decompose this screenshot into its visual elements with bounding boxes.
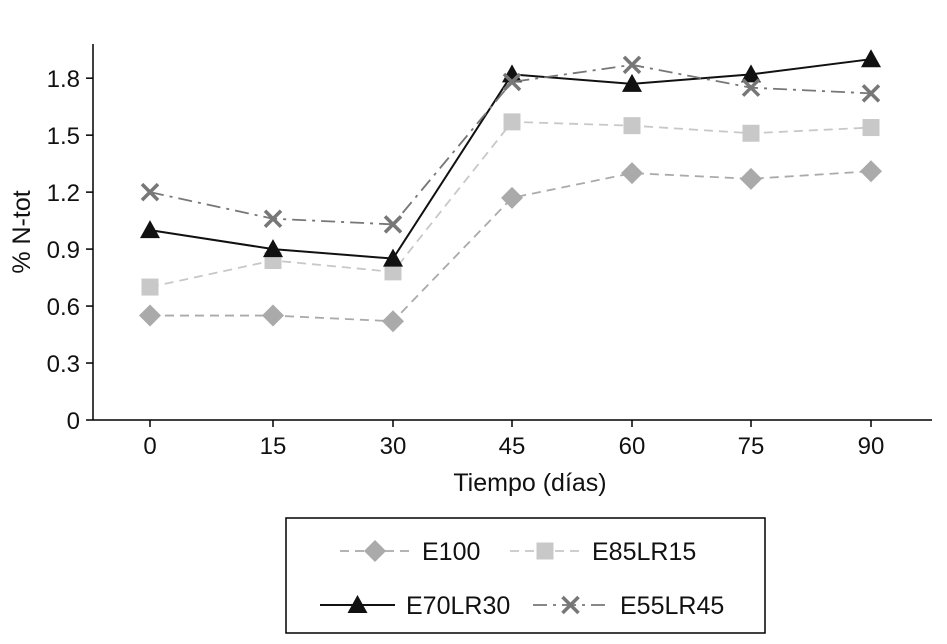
data-point bbox=[861, 49, 881, 68]
data-point bbox=[623, 117, 641, 135]
x-axis-label: Tiempo (días) bbox=[453, 469, 606, 497]
x-tick-label: 0 bbox=[143, 433, 156, 460]
x-ticks: 0 15 30 45 60 75 90 bbox=[143, 420, 884, 460]
data-point bbox=[741, 64, 761, 83]
data-point bbox=[263, 239, 283, 258]
axes bbox=[92, 44, 932, 421]
legend-item-e55lr45: E55LR45 bbox=[533, 592, 724, 620]
series-e55lr45 bbox=[140, 55, 881, 234]
data-point bbox=[140, 182, 160, 202]
y-tick-label: 1.2 bbox=[47, 180, 80, 207]
legend-label: E70LR30 bbox=[406, 592, 510, 620]
data-point bbox=[503, 113, 521, 131]
data-point bbox=[384, 263, 402, 281]
y-ticks: 0 0.3 0.6 0.9 1.2 1.5 1.8 bbox=[47, 66, 93, 435]
data-point bbox=[263, 209, 283, 228]
y-tick-label: 0 bbox=[67, 408, 80, 435]
legend-item-e100: E100 bbox=[340, 538, 480, 566]
data-point bbox=[860, 160, 882, 183]
data-point bbox=[262, 304, 284, 327]
data-point bbox=[862, 119, 880, 137]
legend-item-e85lr15: E85LR15 bbox=[510, 538, 696, 566]
data-point bbox=[501, 186, 523, 209]
x-tick-label: 30 bbox=[380, 433, 407, 460]
legend-box bbox=[285, 517, 766, 634]
data-point bbox=[622, 73, 642, 92]
data-point bbox=[383, 248, 403, 267]
data-point bbox=[141, 278, 159, 296]
data-point bbox=[741, 78, 761, 97]
series-layer bbox=[139, 49, 882, 333]
legend-marker bbox=[561, 595, 580, 615]
legend-marker bbox=[364, 540, 386, 562]
data-point bbox=[140, 220, 160, 239]
y-tick-label: 0.6 bbox=[47, 294, 80, 321]
data-point bbox=[621, 162, 643, 185]
y-tick-label: 0.9 bbox=[47, 237, 80, 264]
data-point bbox=[382, 310, 404, 333]
y-tick-label: 0.3 bbox=[47, 351, 80, 378]
legend-label: E85LR15 bbox=[592, 538, 696, 566]
x-tick-label: 75 bbox=[738, 433, 765, 460]
data-point bbox=[740, 167, 762, 190]
legend-label: E100 bbox=[422, 538, 480, 566]
y-tick-label: 1.8 bbox=[47, 66, 80, 93]
legend-label: E55LR45 bbox=[620, 592, 724, 620]
data-point bbox=[742, 124, 760, 142]
x-tick-label: 60 bbox=[619, 433, 646, 460]
data-point bbox=[383, 215, 403, 234]
x-tick-label: 15 bbox=[260, 433, 287, 460]
legend-marker bbox=[536, 542, 554, 560]
series-e85lr15 bbox=[141, 113, 880, 296]
x-tick-label: 90 bbox=[858, 433, 885, 460]
series-e100 bbox=[139, 160, 882, 333]
legend-marker bbox=[347, 595, 368, 613]
y-tick-label: 1.5 bbox=[47, 123, 80, 150]
series-line bbox=[149, 58, 872, 260]
legend-item-e70lr30: E70LR30 bbox=[320, 592, 510, 620]
x-tick-label: 45 bbox=[499, 433, 526, 460]
legend: E100 E85LR15 E70LR30 E55LR45 bbox=[285, 517, 766, 634]
data-point bbox=[139, 304, 161, 327]
y-axis-label: % N-tot bbox=[8, 190, 36, 273]
data-point bbox=[622, 55, 642, 75]
data-point bbox=[861, 84, 881, 103]
data-point bbox=[502, 72, 522, 92]
